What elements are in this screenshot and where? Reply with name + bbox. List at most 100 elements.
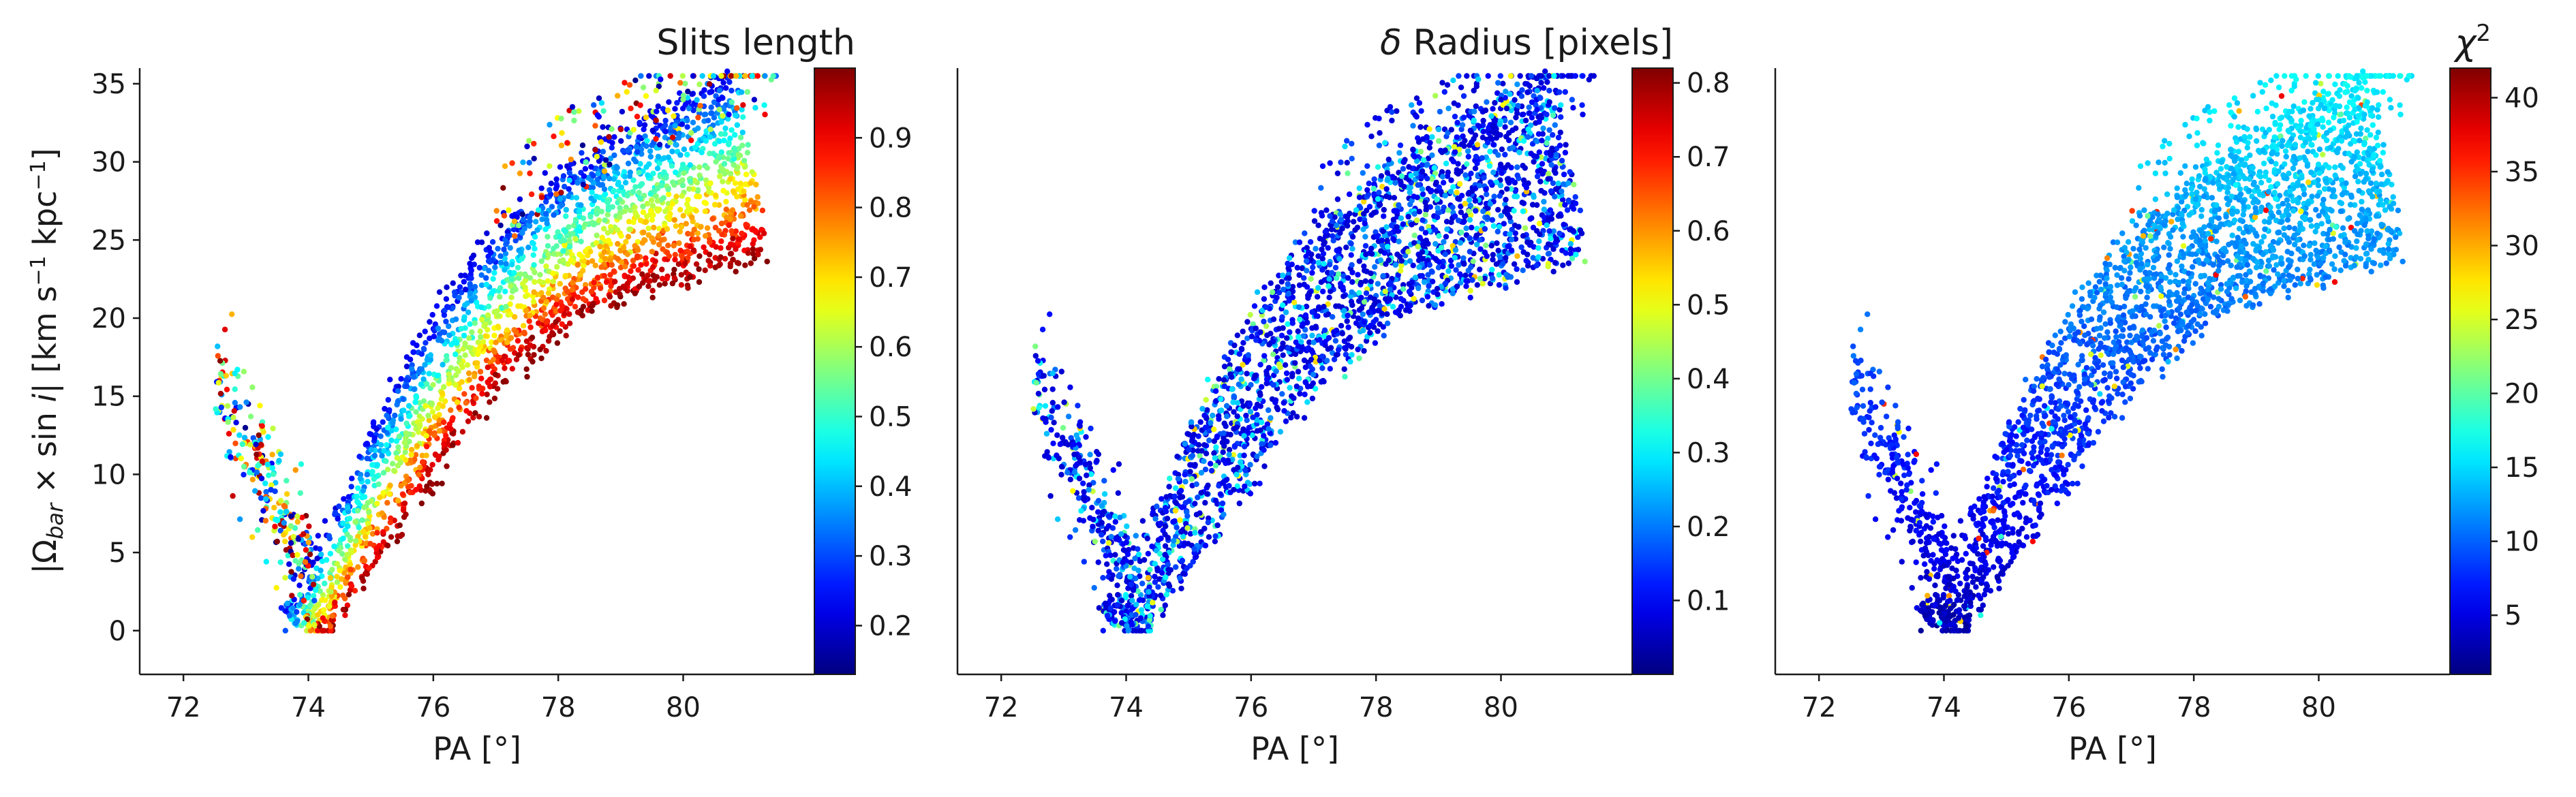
data-point [462,302,468,309]
data-point [1426,262,1432,268]
data-point [241,463,247,470]
data-point [403,430,409,437]
data-point [465,418,472,424]
data-point [1457,240,1464,246]
data-point [1167,475,1173,482]
data-point [1145,550,1152,557]
data-point [361,504,367,510]
data-point [748,180,754,186]
data-point [684,117,690,124]
data-point [390,420,396,426]
data-point [264,461,271,468]
data-point [1452,247,1459,253]
scatter-points [1030,68,1597,634]
data-point [374,462,380,468]
data-point [559,130,565,136]
data-point [487,399,493,405]
data-point [641,229,647,236]
data-point [553,185,559,192]
colorbar-tick-label: 0.9 [869,123,913,154]
data-point [524,143,530,150]
data-point [526,159,532,166]
colorbar-title: Slits length [656,22,855,63]
data-point [352,518,358,525]
data-point [551,245,557,251]
data-point [557,328,563,334]
data-point [650,170,656,176]
data-point [1141,557,1148,563]
data-point [718,238,724,245]
data-point [288,569,294,575]
data-point [1378,173,1385,179]
data-point [607,294,613,300]
data-point [310,581,317,588]
data-point [1322,339,1328,345]
data-point [1515,224,1522,230]
data-point [1315,253,1321,260]
data-point [1238,345,1245,352]
data-point [408,483,414,489]
x-tick-label: 76 [416,692,450,723]
data-point [393,426,399,433]
data-point [1503,196,1509,203]
data-point [273,584,279,591]
data-point [467,291,474,297]
data-point [1216,416,1222,422]
data-point [420,345,427,352]
data-point [589,189,595,196]
data-point [711,99,718,106]
data-point [1507,119,1514,125]
data-point [237,404,243,410]
data-point [375,481,382,487]
data-point [386,407,393,413]
data-point [751,97,758,103]
data-point [1304,268,1310,274]
data-point [648,208,654,215]
data-point [702,208,709,215]
data-point [1313,324,1319,330]
data-point [412,452,419,458]
data-point [517,170,523,176]
data-point [731,145,737,151]
data-point [1283,309,1289,315]
data-point [354,493,360,499]
data-point [723,85,729,91]
data-point [654,108,660,114]
data-point [594,232,600,238]
data-point [1321,304,1327,310]
data-point [711,202,718,208]
data-point [1465,153,1471,160]
data-point [734,193,740,200]
data-point [1310,264,1316,270]
data-point [492,371,499,378]
data-point [1345,324,1351,330]
data-point [512,314,518,320]
y-tick-label: 15 [91,381,126,413]
data-point [1221,430,1227,437]
colorbar-tick-label: 0.5 [869,401,913,433]
data-point [678,223,685,230]
data-point [306,623,312,629]
data-point [448,407,454,413]
data-point [374,530,380,536]
data-point [607,155,614,161]
data-point [1339,330,1346,337]
data-point [476,384,482,390]
data-point [553,176,559,183]
data-point [441,441,447,447]
data-point [524,373,530,380]
data-point [337,567,343,574]
data-point [269,452,275,458]
data-point [420,376,427,382]
data-point [730,236,736,242]
data-point [754,200,761,206]
data-point [427,480,433,486]
data-point [259,458,265,465]
data-point [274,538,280,545]
data-point [347,535,354,541]
data-point [217,371,224,377]
data-point [523,366,530,373]
data-point [572,217,579,223]
data-point [1147,613,1153,619]
data-point [485,303,492,310]
